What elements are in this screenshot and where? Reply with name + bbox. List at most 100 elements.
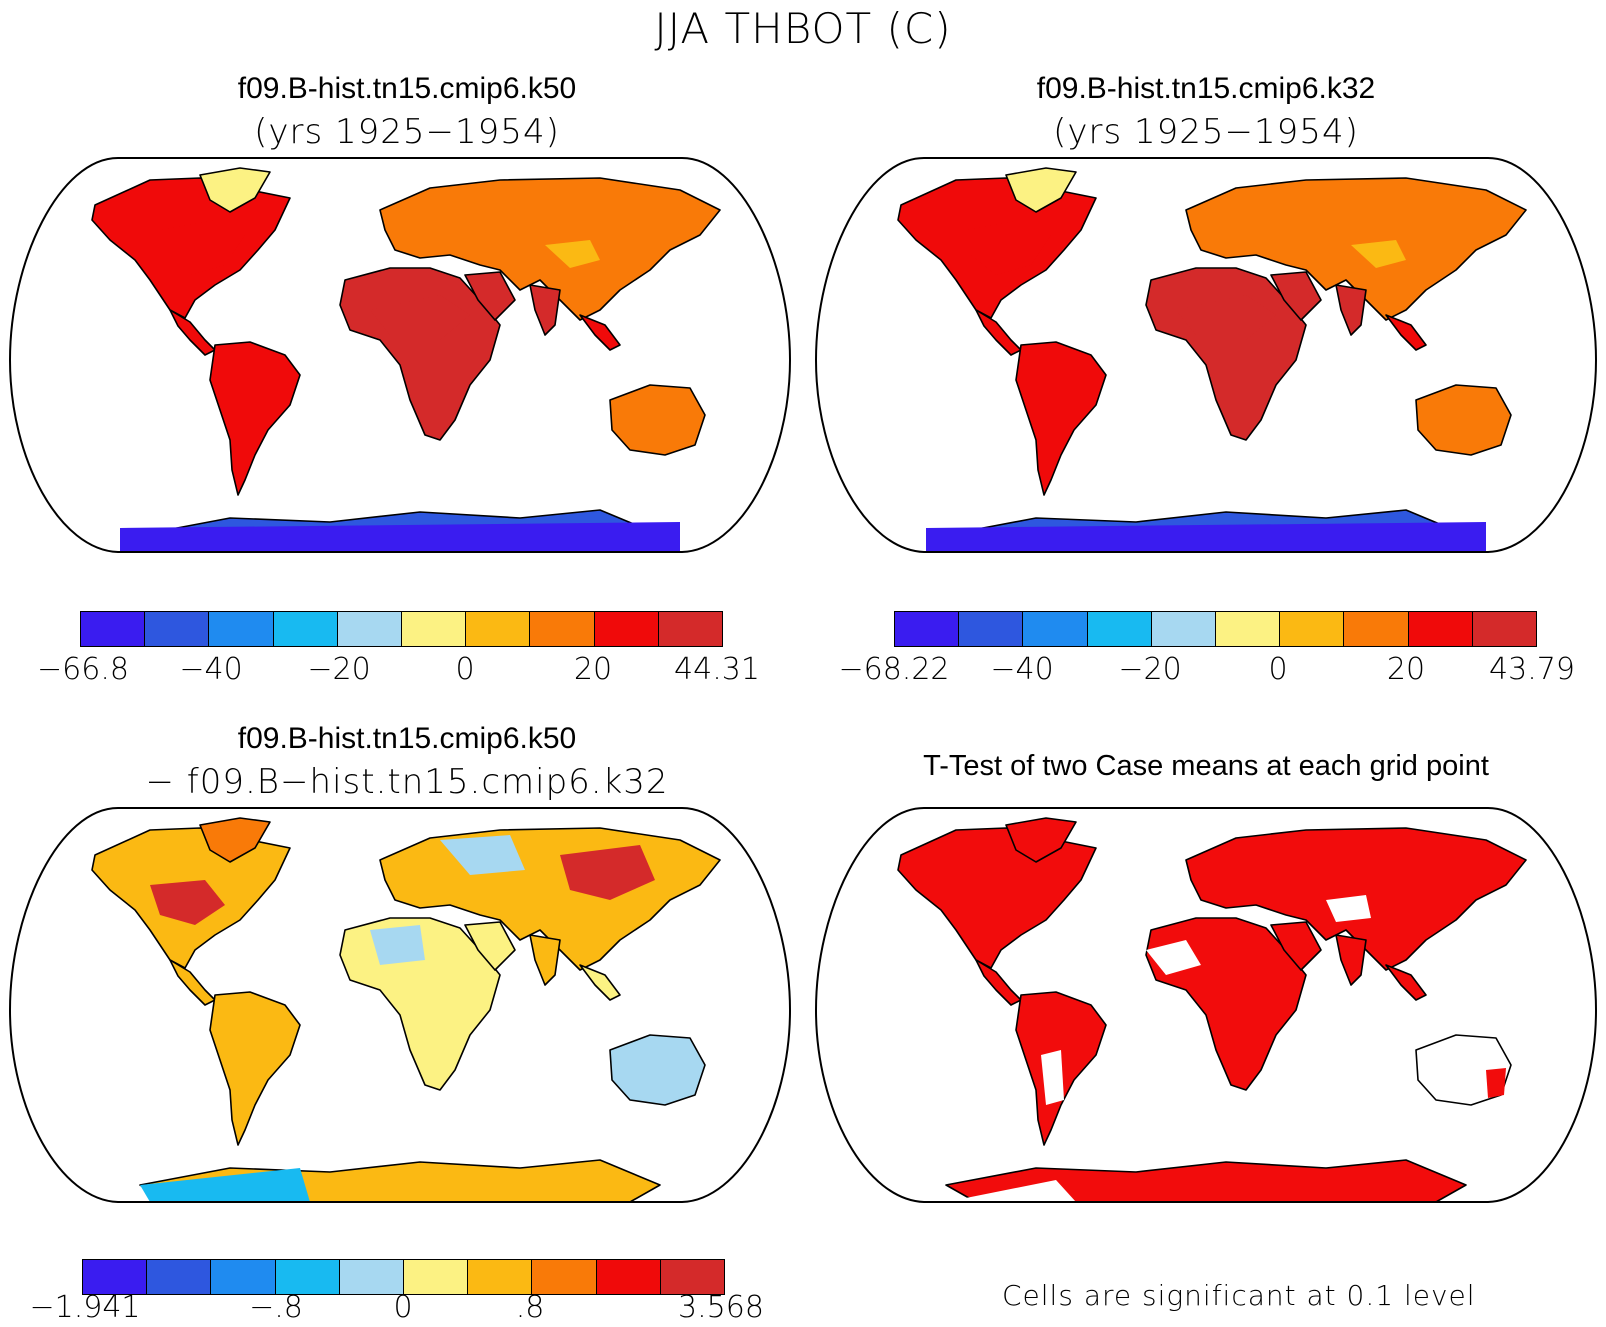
region-cold-antarctica (926, 522, 1486, 552)
colorbar-swatch (532, 1260, 597, 1294)
landmass-southAmerica (1015, 341, 1107, 496)
landmass-centralAm (975, 309, 1022, 356)
landmass-arabia (1270, 921, 1322, 971)
cbar-label: 20 (1386, 652, 1426, 687)
colorbar-labels-top-right: −68.22 −40 −20 0 20 43.79 (806, 652, 1606, 688)
cbar-label: 0 (455, 652, 475, 687)
cbar-label: 3.568 (678, 1290, 764, 1325)
colorbar-swatch (404, 1260, 469, 1294)
landmass-greenland (199, 167, 271, 213)
landmass-centralAm (169, 959, 216, 1006)
colorbar-swatch (211, 1260, 276, 1294)
cbar-label: −66.8 (37, 652, 129, 687)
colorbar-swatch (275, 1260, 340, 1294)
colorbar-labels-top-left: −66.8 −40 −20 0 20 44.31 (0, 652, 800, 688)
map-land-group (91, 167, 721, 552)
landmass-arabia (464, 921, 516, 971)
landmass-india (1335, 934, 1367, 986)
landmass-india (529, 934, 561, 986)
colorbar-swatch (402, 612, 467, 646)
cbar-label: −.8 (249, 1290, 303, 1325)
map-bottom-right (814, 807, 1598, 1203)
colorbar-swatch (530, 612, 595, 646)
colorbar-swatch (1408, 612, 1473, 646)
region-diff-antarctica (140, 1168, 310, 1202)
region-nonsig-asia (1326, 895, 1371, 922)
cbar-label: −1.941 (29, 1290, 141, 1325)
landmass-australia (609, 1034, 706, 1106)
cbar-label: .8 (515, 1290, 545, 1325)
colorbar-swatch (83, 1260, 148, 1294)
landmass-seAsia (1385, 964, 1427, 1001)
region-nonsig-antarctica (946, 1180, 1076, 1202)
colorbar-swatch (145, 612, 210, 646)
colorbar-swatch (339, 1260, 405, 1294)
colorbar-labels-bottom-left: −1.941 −.8 0 .8 3.568 (0, 1290, 800, 1326)
colorbar-swatch (1280, 612, 1345, 646)
landmass-india (529, 284, 561, 336)
map-frame (814, 157, 1598, 553)
cbar-label: −20 (307, 652, 371, 687)
landmass-greenland (199, 817, 271, 863)
landmass-australia (609, 384, 706, 456)
region-tibet (1351, 240, 1406, 268)
significance-note: Cells are significant at 0.1 level (1002, 1279, 1476, 1312)
colorbar-swatch (658, 612, 723, 646)
colorbar-swatch (209, 612, 274, 646)
region-warm-na (966, 220, 1051, 275)
cbar-label: 44.31 (674, 652, 760, 687)
colorbar-swatch (1472, 612, 1537, 646)
map-top-left (8, 157, 792, 553)
cbar-label: 43.79 (1489, 652, 1575, 687)
colorbar-swatch (1344, 612, 1409, 646)
colorbar-swatch (1087, 612, 1152, 646)
landmass-southAmerica (209, 991, 301, 1146)
cbar-label: −40 (990, 652, 1054, 687)
map-bottom-left (8, 807, 792, 1203)
figure-title: JJA THBOT (C) (654, 4, 952, 53)
region-hot-sahara (1176, 295, 1276, 340)
landmass-australia (1415, 384, 1512, 456)
landmass-greenland (1005, 817, 1077, 863)
region-nonsig-sa (1041, 1050, 1064, 1105)
region-nonsig-africa (1146, 940, 1201, 975)
colorbar-swatch (1151, 612, 1217, 646)
map-land-group (897, 167, 1527, 552)
colorbar-swatch (959, 612, 1024, 646)
map-land-group (91, 817, 721, 1202)
map-frame (8, 157, 792, 553)
landmass-southAmerica (209, 341, 301, 496)
map-top-right (814, 157, 1598, 553)
colorbar-swatch (466, 612, 531, 646)
region-tibet (545, 240, 600, 268)
map-land-group (897, 817, 1527, 1202)
region-diff-asia (560, 845, 655, 900)
landmass-seAsia (1385, 314, 1427, 351)
cbar-label: −20 (1118, 652, 1182, 687)
cbar-label: −68.22 (838, 652, 950, 687)
panel-title-top-left: f09.B-hist.tn15.cmip6.k50 (237, 72, 577, 105)
panel-title-bottom-left: f09.B-hist.tn15.cmip6.k50 (237, 722, 577, 755)
colorbar-bottom-left (82, 1259, 725, 1295)
colorbar-swatch (81, 612, 146, 646)
landmass-arabia (464, 271, 516, 321)
colorbar-swatch (1023, 612, 1088, 646)
colorbar-swatch (273, 612, 338, 646)
map-frame (814, 807, 1598, 1203)
landmass-northAmerica (897, 827, 1097, 969)
cbar-label: 20 (573, 652, 613, 687)
region-diff-sahara (370, 925, 425, 965)
colorbar-swatch (594, 612, 659, 646)
colorbar-swatch (660, 1260, 725, 1294)
region-sig-australia (1486, 1068, 1506, 1098)
colorbar-swatch (596, 1260, 661, 1294)
landmass-antarctica (945, 1159, 1467, 1202)
colorbar-swatch (468, 1260, 533, 1294)
panel-subtitle-bottom-left: − f09.B−hist.tn15.cmip6.k32 (145, 762, 669, 802)
landmass-seAsia (579, 314, 621, 351)
colorbar-swatch (147, 1260, 212, 1294)
landmass-centralAm (169, 309, 216, 356)
colorbar-swatch (1216, 612, 1281, 646)
colorbar-top-left (80, 611, 723, 647)
region-diff-na (150, 880, 225, 925)
